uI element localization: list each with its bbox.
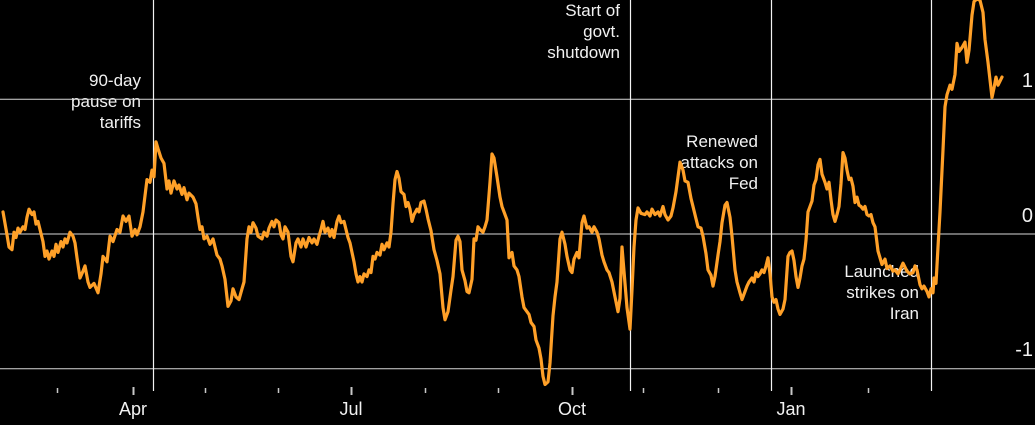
annotation-govt-shutdown: Start of govt. shutdown: [547, 1, 620, 62]
x-axis-label-apr: Apr: [118, 399, 148, 419]
y-axis-label-zero: 0: [1021, 204, 1033, 227]
x-axis-label-jul: Jul: [339, 399, 363, 419]
annotation-iran-strikes: Launched strikes on Iran: [844, 262, 919, 323]
annotation-fed-attacks: Renewed attacks on Fed: [680, 132, 759, 193]
x-axis-label-oct: Oct: [557, 399, 587, 419]
annotation-tariff-pause: 90-day pause on tariffs: [71, 71, 141, 132]
x-axis-label-jan: Jan: [776, 399, 806, 419]
y-axis-label-minus1: -1: [1015, 339, 1033, 362]
y-axis-label-plus1: 1: [1021, 69, 1033, 92]
